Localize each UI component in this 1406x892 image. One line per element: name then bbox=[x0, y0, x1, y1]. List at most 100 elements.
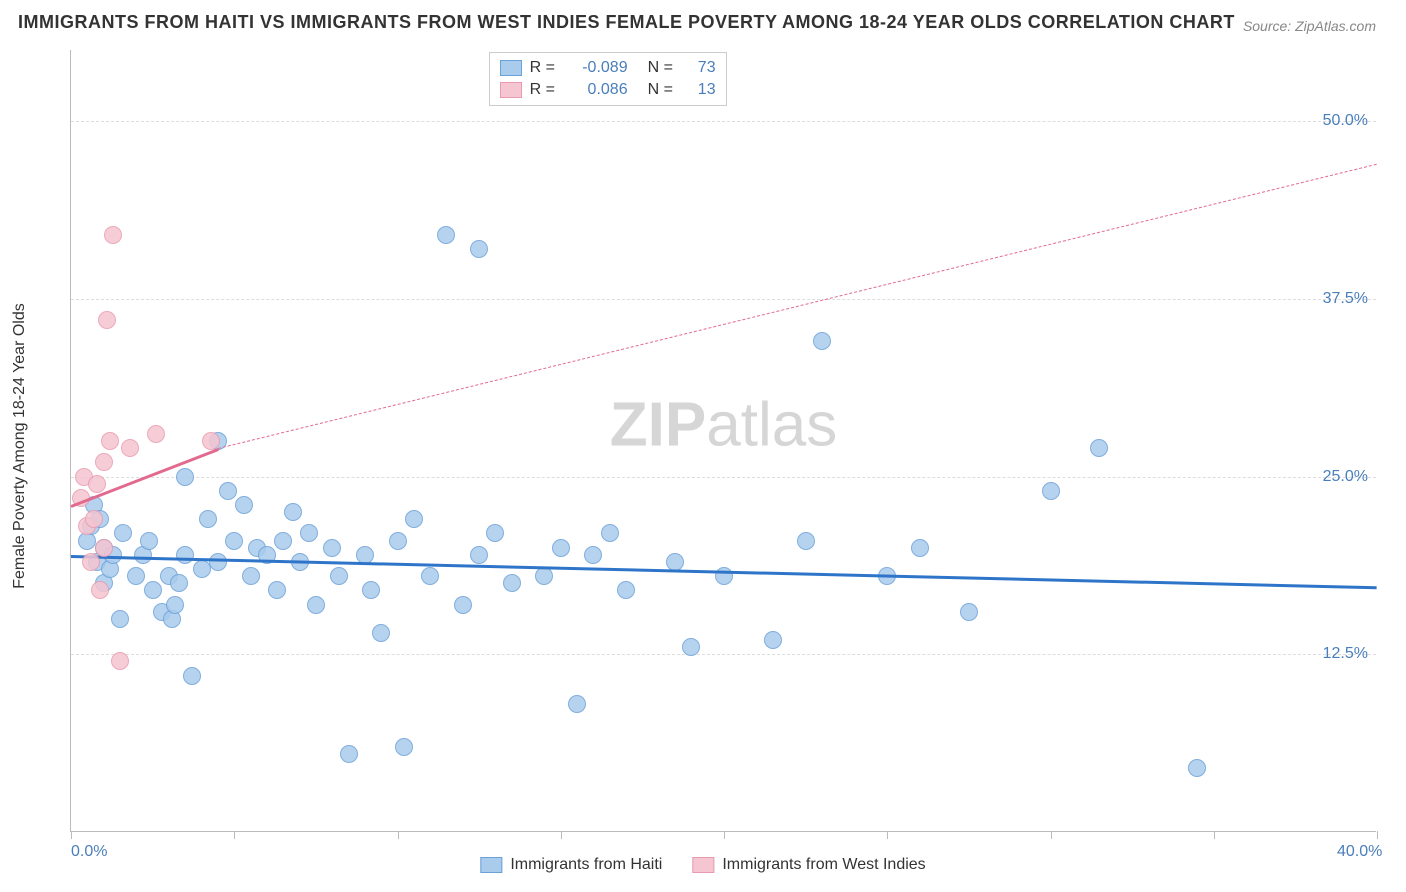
data-point bbox=[91, 581, 109, 599]
x-tick bbox=[1377, 831, 1378, 839]
data-point bbox=[166, 596, 184, 614]
y-tick-label: 50.0% bbox=[1323, 112, 1368, 130]
data-point bbox=[111, 652, 129, 670]
data-point bbox=[95, 453, 113, 471]
source-attribution: Source: ZipAtlas.com bbox=[1243, 18, 1376, 34]
y-axis-label: Female Poverty Among 18-24 Year Olds bbox=[11, 303, 29, 589]
data-point bbox=[284, 503, 302, 521]
y-tick-label: 37.5% bbox=[1323, 290, 1368, 308]
data-point bbox=[372, 624, 390, 642]
data-point bbox=[101, 432, 119, 450]
x-tick bbox=[724, 831, 725, 839]
data-point bbox=[486, 524, 504, 542]
data-point bbox=[170, 574, 188, 592]
data-point bbox=[813, 332, 831, 350]
gridline bbox=[71, 477, 1376, 478]
gridline bbox=[71, 299, 1376, 300]
data-point bbox=[911, 539, 929, 557]
data-point bbox=[95, 539, 113, 557]
data-point bbox=[307, 596, 325, 614]
data-point bbox=[323, 539, 341, 557]
data-point bbox=[340, 745, 358, 763]
legend-row: R = -0.089 N = 73 bbox=[500, 57, 716, 79]
data-point bbox=[225, 532, 243, 550]
trend-line bbox=[218, 164, 1377, 449]
x-tick-label: 40.0% bbox=[1337, 843, 1382, 861]
data-point bbox=[88, 475, 106, 493]
legend-swatch bbox=[500, 82, 522, 98]
data-point bbox=[395, 738, 413, 756]
data-point bbox=[454, 596, 472, 614]
data-point bbox=[1188, 759, 1206, 777]
n-label: N = bbox=[648, 81, 678, 99]
data-point bbox=[144, 581, 162, 599]
data-point bbox=[535, 567, 553, 585]
data-point bbox=[85, 510, 103, 528]
data-point bbox=[764, 631, 782, 649]
legend-item: Immigrants from Haiti bbox=[480, 856, 662, 874]
legend-item: Immigrants from West Indies bbox=[692, 856, 925, 874]
data-point bbox=[389, 532, 407, 550]
n-value: 13 bbox=[686, 81, 716, 99]
x-tick bbox=[71, 831, 72, 839]
data-point bbox=[666, 553, 684, 571]
n-value: 73 bbox=[686, 59, 716, 77]
r-value: 0.086 bbox=[568, 81, 628, 99]
x-tick bbox=[561, 831, 562, 839]
chart-title: IMMIGRANTS FROM HAITI VS IMMIGRANTS FROM… bbox=[18, 12, 1235, 33]
data-point bbox=[176, 468, 194, 486]
legend-label: Immigrants from West Indies bbox=[722, 856, 925, 874]
data-point bbox=[682, 638, 700, 656]
x-tick-label: 0.0% bbox=[71, 843, 107, 861]
data-point bbox=[183, 667, 201, 685]
data-point bbox=[405, 510, 423, 528]
legend-swatch bbox=[692, 857, 714, 873]
data-point bbox=[193, 560, 211, 578]
x-tick bbox=[1051, 831, 1052, 839]
r-value: -0.089 bbox=[568, 59, 628, 77]
x-tick bbox=[1214, 831, 1215, 839]
data-point bbox=[82, 553, 100, 571]
data-point bbox=[421, 567, 439, 585]
data-point bbox=[330, 567, 348, 585]
data-point bbox=[601, 524, 619, 542]
data-point bbox=[552, 539, 570, 557]
n-label: N = bbox=[648, 59, 678, 77]
data-point bbox=[235, 496, 253, 514]
x-tick bbox=[887, 831, 888, 839]
data-point bbox=[176, 546, 194, 564]
y-tick-label: 25.0% bbox=[1323, 468, 1368, 486]
data-point bbox=[584, 546, 602, 564]
data-point bbox=[268, 581, 286, 599]
data-point bbox=[470, 240, 488, 258]
data-point bbox=[104, 226, 122, 244]
data-point bbox=[797, 532, 815, 550]
data-point bbox=[300, 524, 318, 542]
data-point bbox=[617, 581, 635, 599]
r-label: R = bbox=[530, 81, 560, 99]
x-tick bbox=[234, 831, 235, 839]
gridline bbox=[71, 654, 1376, 655]
legend-row: R = 0.086 N = 13 bbox=[500, 79, 716, 101]
scatter-plot-area: ZIPatlas R =-0.089N =73R =0.086N =13 12.… bbox=[70, 50, 1376, 832]
x-tick bbox=[398, 831, 399, 839]
data-point bbox=[362, 581, 380, 599]
data-point bbox=[437, 226, 455, 244]
y-tick-label: 12.5% bbox=[1323, 645, 1368, 663]
legend-swatch bbox=[500, 60, 522, 76]
data-point bbox=[127, 567, 145, 585]
data-point bbox=[140, 532, 158, 550]
data-point bbox=[274, 532, 292, 550]
r-label: R = bbox=[530, 59, 560, 77]
legend-label: Immigrants from Haiti bbox=[510, 856, 662, 874]
correlation-legend: R = -0.089 N = 73 R = 0.086 N = 13 bbox=[489, 52, 727, 106]
data-point bbox=[503, 574, 521, 592]
data-point bbox=[242, 567, 260, 585]
data-point bbox=[470, 546, 488, 564]
data-point bbox=[209, 553, 227, 571]
data-point bbox=[98, 311, 116, 329]
data-point bbox=[121, 439, 139, 457]
gridline bbox=[71, 121, 1376, 122]
data-point bbox=[960, 603, 978, 621]
data-point bbox=[111, 610, 129, 628]
